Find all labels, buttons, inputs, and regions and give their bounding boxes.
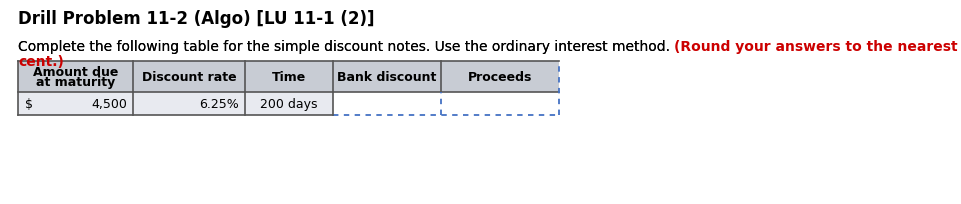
Bar [18, 62, 559, 93]
Text: (Round your answers to the nearest: (Round your answers to the nearest [675, 40, 958, 54]
Text: Discount rate: Discount rate [141, 71, 236, 84]
Text: Time: Time [272, 71, 307, 84]
Text: Complete the following table for the simple discount notes. Use the ordinary int: Complete the following table for the sim… [18, 40, 675, 54]
Text: 200 days: 200 days [260, 98, 318, 110]
Text: at maturity: at maturity [36, 76, 115, 89]
Text: Amount due: Amount due [33, 66, 118, 79]
Text: $: $ [25, 98, 33, 110]
Text: cent.): cent.) [18, 55, 63, 69]
Text: Proceeds: Proceeds [468, 71, 532, 84]
Text: Complete the following table for the simple discount notes. Use the ordinary int: Complete the following table for the sim… [18, 40, 675, 54]
Bar [18, 93, 333, 115]
Text: 6.25%: 6.25% [199, 98, 239, 110]
Bar [333, 93, 559, 115]
Text: 4,500: 4,500 [91, 98, 127, 110]
Text: Bank discount: Bank discount [337, 71, 436, 84]
Text: Drill Problem 11-2 (Algo) [LU 11-1 (2)]: Drill Problem 11-2 (Algo) [LU 11-1 (2)] [18, 10, 375, 28]
